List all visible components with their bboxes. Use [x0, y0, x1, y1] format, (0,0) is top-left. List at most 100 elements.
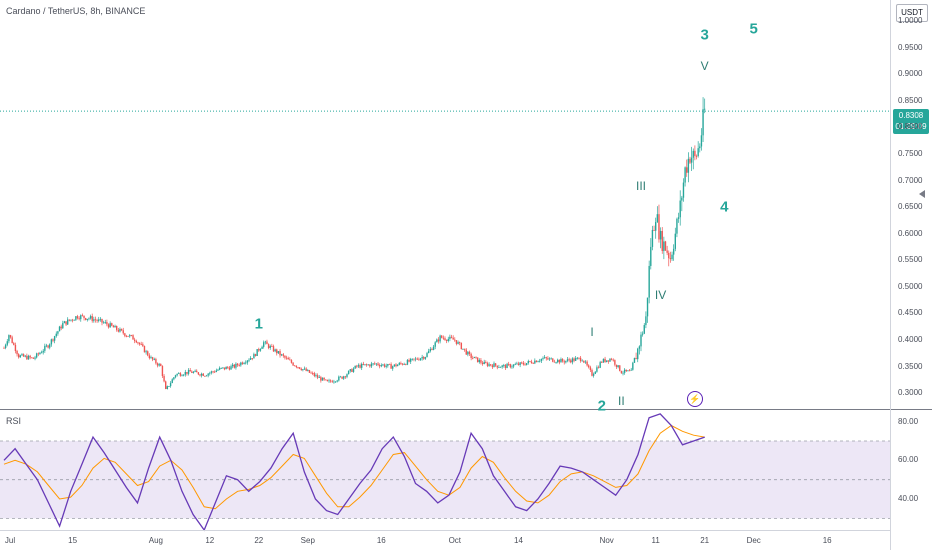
candle-body [163, 376, 165, 382]
candle-body [638, 346, 641, 349]
candle-body [259, 348, 262, 351]
candle-body [686, 167, 688, 173]
candle-body [14, 344, 17, 351]
last-price-badge: 0.8308 01:29:09 [893, 109, 929, 134]
candle-body [151, 357, 154, 360]
candle-body [361, 363, 363, 368]
candle-body [362, 363, 365, 365]
candle-body [468, 351, 471, 354]
candle-body [555, 362, 557, 363]
wave-label-5: 5 [749, 20, 758, 38]
rsi-ma-line [3, 424, 705, 510]
candle-body [133, 339, 136, 341]
currency-scale-button[interactable]: USDT [896, 4, 928, 22]
time-tick-label: 16 [822, 536, 832, 545]
candle-body [403, 364, 405, 365]
candle-body [261, 346, 263, 349]
candle-body [341, 376, 343, 379]
lightning-bolt-icon[interactable]: ⚡ [687, 391, 703, 407]
candle-body [267, 344, 270, 348]
candle-body [378, 365, 381, 367]
candle-body [432, 346, 435, 350]
time-tick-label: Jul [4, 536, 16, 545]
candle-body [256, 349, 258, 356]
candle-body [628, 370, 631, 372]
candle-body [367, 364, 369, 366]
candle-body [682, 182, 685, 198]
candle-body [472, 357, 474, 359]
candle-body [274, 349, 276, 352]
candle-body [217, 369, 219, 371]
candle-body [228, 367, 231, 370]
time-tick-label: Nov [599, 536, 614, 545]
candle-body [463, 348, 466, 350]
rsi-line [3, 413, 705, 532]
candle-body [370, 363, 373, 367]
candle-body [22, 354, 25, 357]
candle-body [563, 361, 565, 363]
candle-body [597, 367, 600, 369]
candle-body [158, 364, 160, 366]
candle-body [454, 339, 456, 341]
candle-body [566, 359, 569, 361]
candle-body [578, 357, 580, 359]
candle-body [233, 364, 235, 368]
triangle-left-icon [919, 190, 925, 198]
candle-body [249, 358, 252, 360]
candle-body [3, 347, 5, 349]
candle-body [465, 349, 467, 355]
candle-body [279, 351, 281, 356]
candle-body [419, 358, 422, 361]
candle-body [398, 363, 400, 365]
candle-body [478, 359, 480, 363]
candle-body [615, 364, 618, 368]
candle-body [467, 351, 469, 355]
candle-body [24, 355, 26, 357]
candle-body [32, 357, 35, 359]
candle-body [588, 365, 590, 368]
candle-body [427, 351, 430, 354]
candle-body [610, 358, 613, 360]
candle-body [380, 365, 382, 367]
candle-body [178, 373, 180, 374]
candle-body [584, 361, 587, 363]
candle-body [543, 357, 546, 359]
candle-body [50, 339, 53, 345]
candle-body [199, 374, 201, 376]
candle-body [635, 357, 637, 360]
candle-body [329, 380, 332, 382]
candle-body [84, 318, 87, 320]
candle-body [99, 318, 102, 320]
chart-title: Cardano / TetherUS, 8h, BINANCE [6, 6, 146, 16]
time-tick-label: Dec [746, 536, 761, 545]
candle-body [240, 362, 242, 366]
candle-body [519, 362, 521, 366]
candle-body [512, 364, 515, 367]
candle-body [655, 222, 657, 231]
candle-body [365, 364, 368, 366]
wave-label-IV: IV [654, 287, 667, 302]
time-tick-label: 14 [514, 536, 523, 545]
candle-body [357, 365, 360, 367]
candle-body [138, 342, 141, 345]
candle-body [659, 230, 662, 240]
candle-body [174, 375, 177, 378]
candle-body [387, 363, 389, 366]
candle-body [641, 333, 644, 335]
candle-body [354, 365, 356, 369]
candle-body [336, 380, 338, 382]
candle-body [596, 367, 598, 372]
candle-body [473, 356, 476, 358]
candle-body [298, 367, 301, 369]
candle-body [436, 339, 438, 343]
candle-body [470, 353, 472, 358]
candle-body [11, 337, 13, 344]
candle-body [68, 319, 71, 321]
candle-body [485, 361, 487, 363]
candle-body [29, 355, 31, 358]
candle-body [459, 342, 461, 343]
last-price-value: 0.8308 [898, 111, 924, 120]
price-tick-label: 0.7000 [898, 175, 923, 185]
candle-body [130, 335, 133, 336]
